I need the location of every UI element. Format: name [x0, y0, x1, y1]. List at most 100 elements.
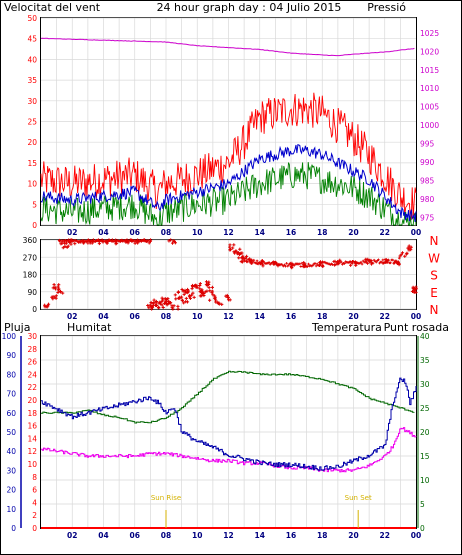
direction-mark: [198, 283, 202, 288]
direction-mark: [317, 264, 320, 267]
direction-mark: [154, 303, 158, 308]
direction-mark: [261, 262, 264, 266]
direction-mark: [256, 262, 260, 266]
sun-annotation-label: Sun Set: [345, 494, 372, 502]
humidity-label: Humitat: [67, 321, 112, 334]
wind-y-tick: 50: [27, 14, 37, 23]
compass-label: W: [428, 251, 440, 265]
direction-mark: [57, 283, 61, 287]
direction-mark: [259, 261, 263, 266]
x-tick-label: 04: [98, 312, 108, 321]
sun-annotation-label: Sun Rise: [151, 494, 181, 502]
pressure-y-tick: 975: [420, 214, 435, 223]
direction-mark: [215, 300, 219, 304]
wind-y-tick: 10: [27, 180, 37, 189]
x-tick-label: 02: [67, 228, 77, 237]
direction-mark: [166, 297, 170, 301]
temperature-y-tick: 40: [420, 332, 430, 341]
direction-mark: [191, 291, 195, 295]
humidity-y-tick: 10: [6, 505, 16, 514]
direction-mark: [257, 261, 261, 264]
x-tick-label: 20: [348, 228, 358, 237]
direction-mark: [160, 303, 164, 307]
direction-y-tick: 180: [23, 271, 38, 280]
direction-mark: [192, 295, 196, 299]
direction-mark: [52, 283, 56, 287]
direction-mark: [288, 262, 292, 266]
wind-y-tick: 5: [32, 200, 37, 209]
direction-mark: [184, 300, 188, 304]
x-tick-label: 18: [317, 228, 327, 237]
direction-mark: [306, 265, 309, 268]
x-tick-label: 08: [161, 312, 171, 321]
direction-mark: [321, 264, 325, 267]
direction-mark: [148, 239, 153, 243]
x-tick-label: 12: [223, 228, 233, 237]
direction-mark: [320, 261, 323, 265]
direction-mark: [81, 241, 85, 245]
x-tick-label: 22: [380, 228, 390, 237]
direction-mark: [409, 245, 413, 249]
direction-mark: [389, 261, 392, 265]
temperature-y-tick: 10: [420, 476, 430, 485]
direction-mark: [194, 284, 198, 288]
rain-y-tick: 18: [27, 409, 37, 418]
direction-mark: [170, 241, 175, 245]
pressure-line: [40, 37, 415, 57]
rain-y-tick: 20: [27, 396, 37, 405]
wind-y-tick: 45: [27, 35, 37, 44]
rain-y-tick: 10: [27, 460, 37, 469]
rain-y-tick: 28: [27, 345, 37, 354]
x-tick-label: 00: [411, 531, 421, 540]
direction-mark: [186, 291, 190, 295]
wind-y-tick: 15: [27, 159, 37, 168]
humidity-y-tick: 20: [6, 486, 16, 495]
direction-mark: [51, 286, 55, 290]
x-tick-label: 00: [411, 228, 421, 237]
direction-mark: [262, 260, 265, 264]
temperature-y-tick: 20: [420, 428, 430, 437]
direction-mark: [151, 301, 155, 306]
temperature-label: Temperatura: [311, 321, 382, 334]
wind-speed-title: Velocitat del vent: [4, 1, 101, 14]
direction-mark: [232, 243, 236, 247]
direction-mark: [59, 242, 63, 246]
direction-mark: [350, 262, 354, 265]
wind-panel-frame: [40, 17, 417, 226]
direction-mark: [233, 251, 237, 255]
dewpoint-line: [41, 427, 417, 473]
compass-label: N: [430, 234, 439, 248]
x-tick-label: 08: [161, 531, 171, 540]
direction-mark: [180, 298, 184, 303]
humidity-line: [41, 377, 417, 471]
pressure-y-tick: 1025: [420, 29, 439, 38]
humidity-y-tick: 0: [11, 524, 16, 533]
direction-mark: [400, 251, 405, 255]
temperature-y-tick: 5: [420, 500, 425, 509]
direction-mark: [147, 306, 151, 310]
direction-mark: [56, 285, 60, 289]
direction-y-tick: 270: [23, 253, 38, 262]
x-tick-label: 14: [255, 312, 265, 321]
direction-mark: [198, 282, 202, 286]
rain-y-tick: 22: [27, 383, 37, 392]
direction-mark: [56, 290, 60, 295]
direction-mark: [231, 246, 235, 250]
direction-mark: [178, 295, 182, 299]
direction-mark: [292, 263, 296, 267]
direction-mark: [383, 258, 387, 261]
direction-mark: [403, 254, 407, 258]
direction-mark: [397, 263, 401, 267]
pressure-y-tick: 1020: [420, 47, 439, 56]
rain-y-tick: 26: [27, 358, 37, 367]
x-tick-label: 06: [130, 312, 140, 321]
direction-mark: [235, 249, 238, 253]
direction-mark: [414, 290, 418, 294]
direction-mark: [410, 289, 415, 294]
direction-mark: [54, 294, 58, 298]
direction-mark: [411, 285, 415, 289]
x-tick-label: 12: [223, 531, 233, 540]
direction-mark: [73, 241, 77, 246]
direction-mark: [162, 301, 167, 306]
direction-mark: [267, 261, 271, 264]
